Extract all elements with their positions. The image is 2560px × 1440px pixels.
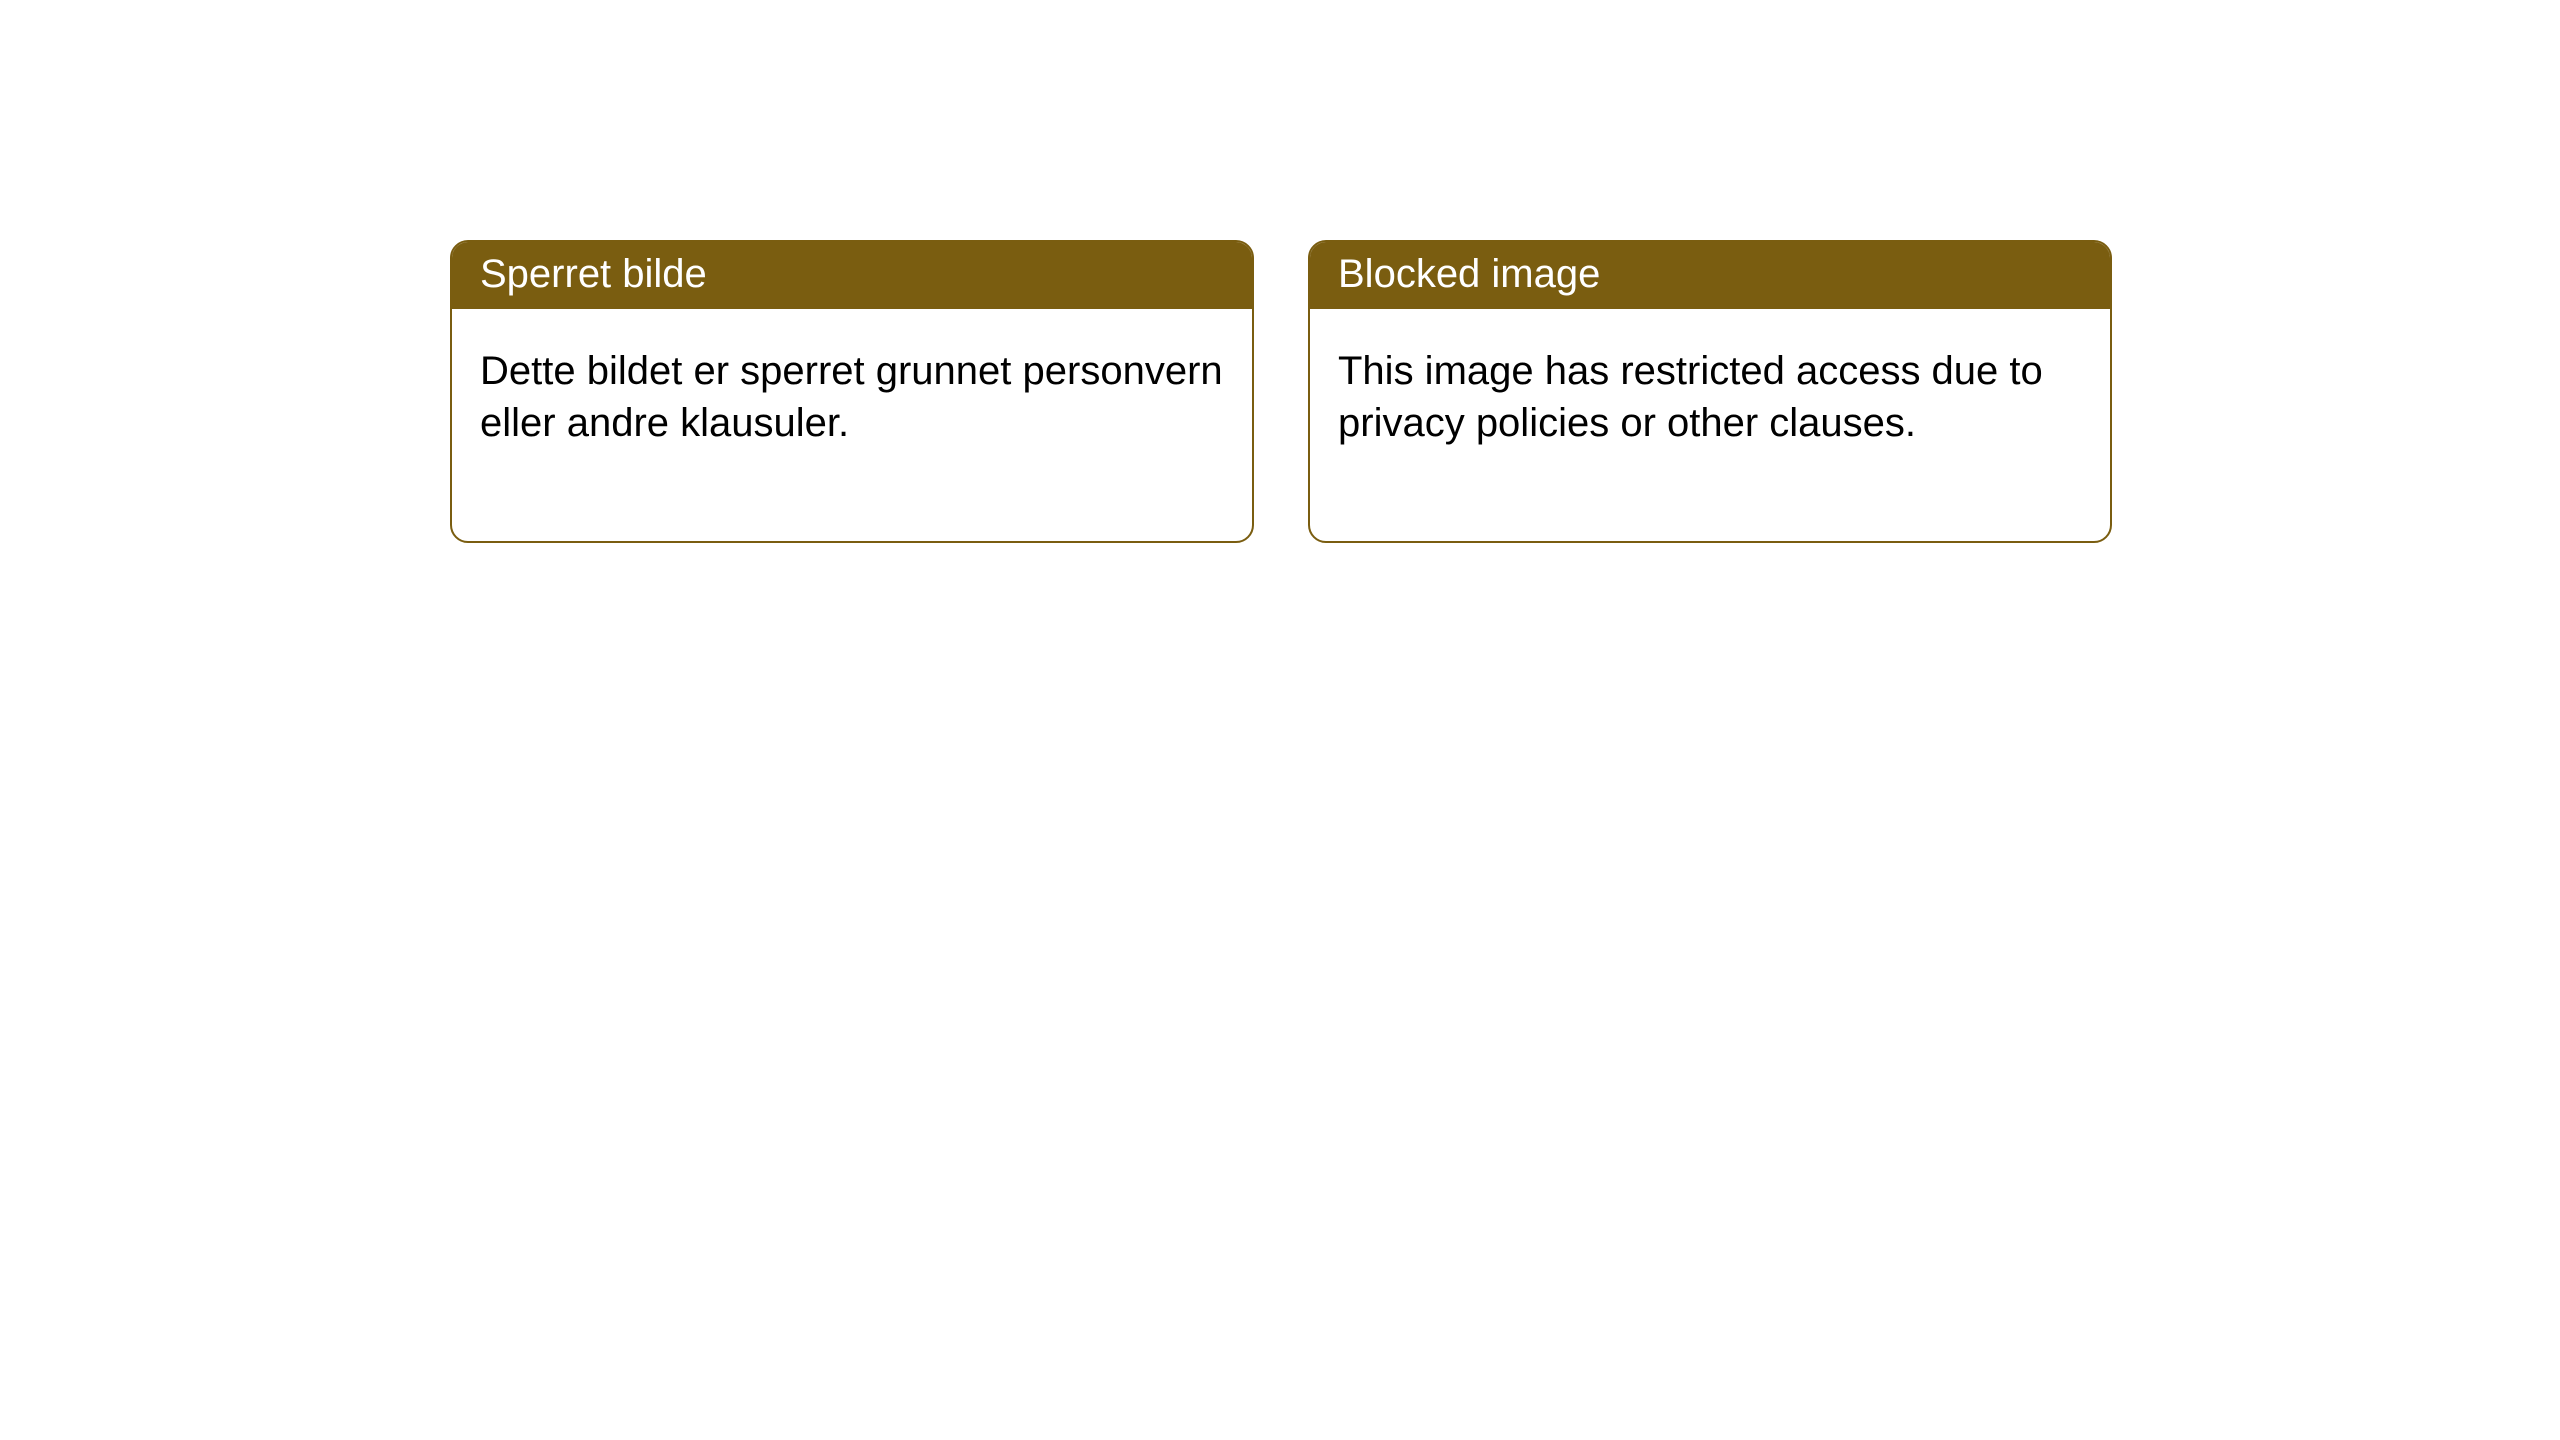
blocked-image-card-no: Sperret bilde Dette bildet er sperret gr…	[450, 240, 1254, 543]
card-header-no: Sperret bilde	[452, 242, 1252, 309]
card-body-no: Dette bildet er sperret grunnet personve…	[452, 309, 1252, 541]
card-header-en: Blocked image	[1310, 242, 2110, 309]
card-body-en: This image has restricted access due to …	[1310, 309, 2110, 541]
cards-container: Sperret bilde Dette bildet er sperret gr…	[0, 0, 2560, 543]
blocked-image-card-en: Blocked image This image has restricted …	[1308, 240, 2112, 543]
